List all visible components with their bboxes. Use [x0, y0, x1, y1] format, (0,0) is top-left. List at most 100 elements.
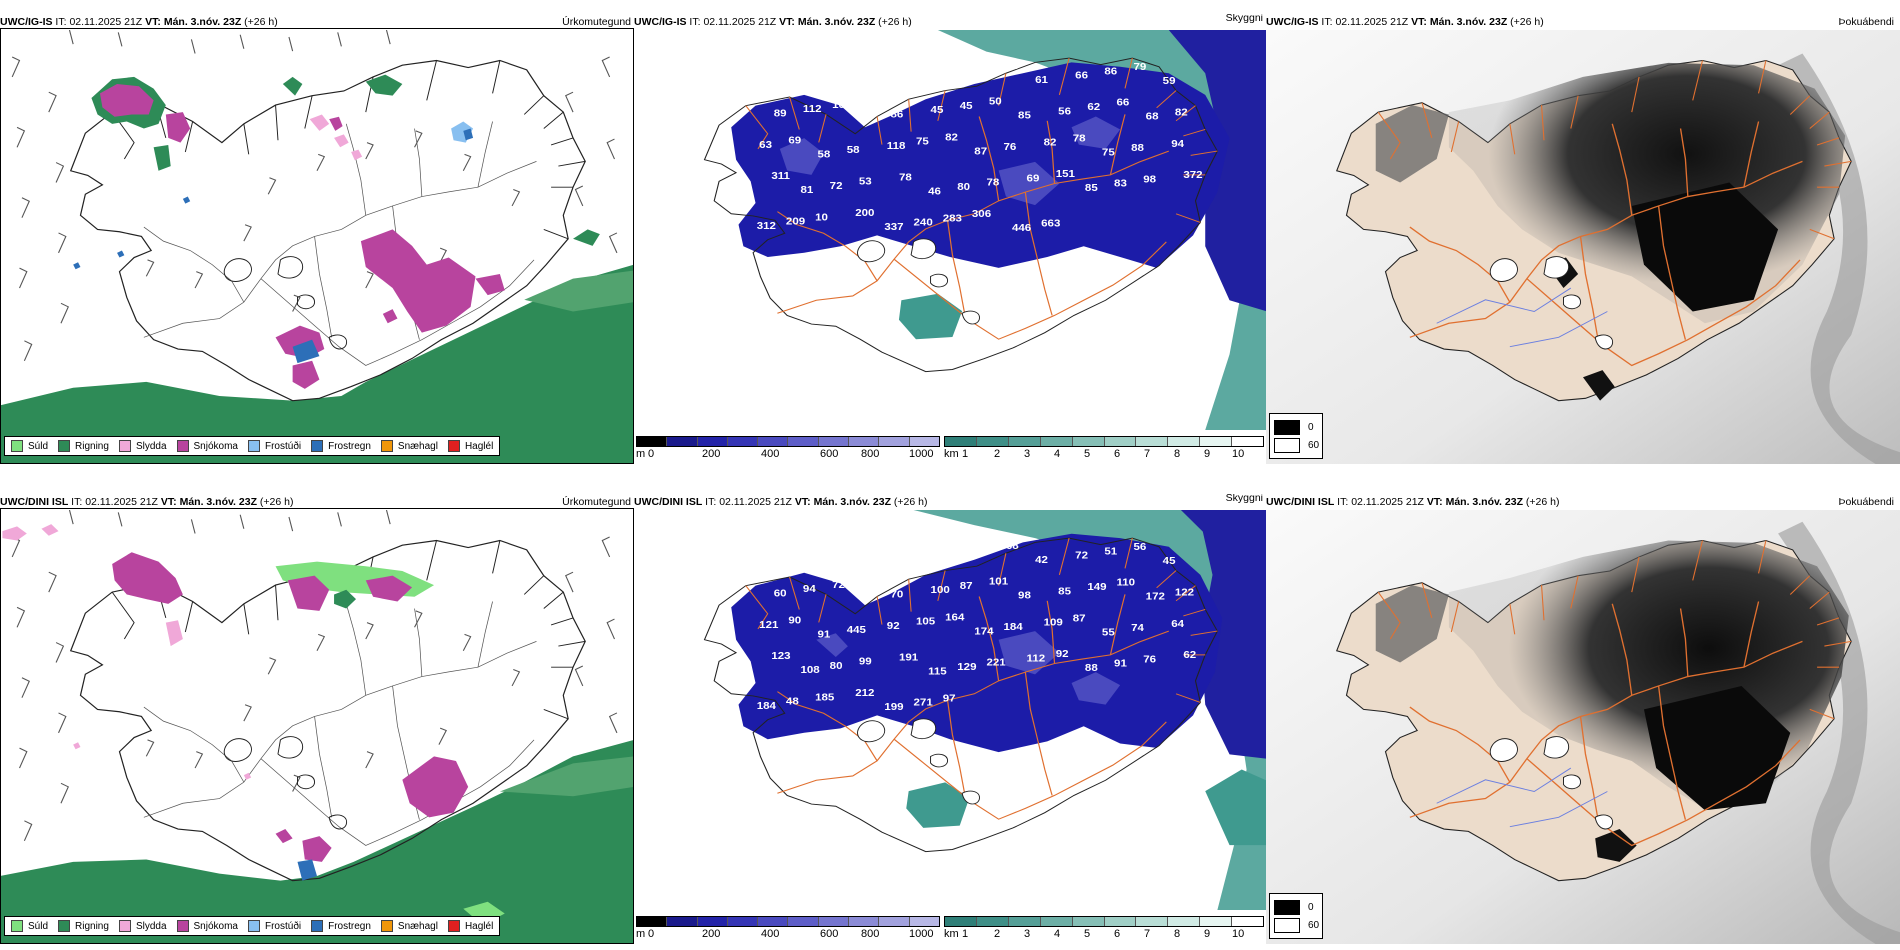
fog-map[interactable] [1266, 510, 1900, 944]
colorbar-swatch [879, 917, 910, 926]
legend-item-freezing-rain: Frostregn [311, 920, 371, 932]
visibility-value: 112 [803, 104, 822, 115]
visibility-value: 445 [847, 625, 866, 636]
colorbar-tick: 800 [861, 448, 880, 460]
visibility-value: 149 [1087, 582, 1106, 593]
visibility-value: 69 [751, 58, 764, 69]
visibility-value: 42 [1035, 555, 1048, 566]
visibility-value: 76 [1143, 654, 1156, 665]
panel-type-label: Úrkomutegund [562, 16, 631, 28]
precip-map[interactable] [0, 510, 634, 944]
visibility-value: 89 [774, 108, 787, 119]
visibility-value: 85 [1058, 586, 1071, 597]
colorbar-tick: 2 [994, 448, 1001, 460]
visibility-value: 45 [931, 105, 944, 116]
visibility-value: 68 [1146, 111, 1159, 122]
visibility-value: 88 [1085, 663, 1098, 674]
visibility-value: 98 [1143, 174, 1156, 185]
visibility-value: 78 [1073, 133, 1086, 144]
panel-header: UWC/IG-IS IT: 02.11.2025 21Z VT: Mán. 3.… [634, 14, 912, 30]
visibility-value: 10 [815, 212, 828, 223]
visibility-value: 337 [884, 222, 903, 233]
visibility-value: 95 [791, 552, 804, 563]
it-value: 02.11.2025 21Z [85, 496, 158, 508]
visibility-value: 86 [1104, 66, 1117, 77]
visibility-value: 58 [847, 145, 860, 156]
visibility-value: 209 [786, 216, 805, 227]
colorbar-ceiling-m: m 0 200 400 600 800 1000 [636, 436, 940, 462]
visibility-value: 105 [916, 616, 935, 627]
colorbar-visibility-km: km 1 2 3 4 5 6 7 8 9 10 [944, 436, 1264, 462]
visibility-map[interactable]: 85 95 55 60 51 57 45 51 68 42 72 51 56 45 60 94 72 261 70 1… [634, 510, 1266, 910]
colorbar-unit: km [944, 448, 959, 460]
visibility-value: 82 [945, 132, 958, 143]
visibility-value: 101 [989, 576, 1008, 587]
legend-swatch [176, 920, 189, 932]
colorbar-unit: km [944, 928, 959, 940]
visibility-value: 85 [1085, 183, 1098, 194]
visibility-value: 312 [757, 220, 776, 231]
colorbar-tick: 200 [702, 448, 721, 460]
legend-label: Frostregn [328, 440, 371, 452]
colorbar-swatches [944, 916, 1264, 927]
colorbar-tick: 1 [962, 928, 969, 940]
colorbar-swatch [788, 437, 819, 446]
visibility-value: 191 [899, 652, 918, 663]
colorbar-swatch [637, 437, 668, 446]
visibility-value: 164 [945, 612, 964, 623]
legend-item-drizzle: Súld [11, 440, 48, 452]
visibility-value: 86 [890, 109, 903, 120]
lead-time: (+26 h) [1510, 16, 1544, 28]
visibility-value: 45 [948, 549, 961, 560]
colorbar-swatch [637, 917, 668, 926]
precip-map[interactable] [0, 30, 634, 464]
colorbar-swatch [758, 917, 789, 926]
visibility-value: 122 [1175, 587, 1194, 598]
visibility-value: 174 [974, 626, 993, 637]
colorbar-swatch [727, 917, 759, 926]
fog-panel-dini: UWC/DINI ISL IT: 02.11.2025 21Z VT: Mán.… [1266, 494, 1900, 944]
fog-map[interactable] [1266, 30, 1900, 464]
colorbar-swatch [1008, 437, 1041, 446]
legend-item-sleet: Slydda [118, 920, 167, 932]
visibility-value: 53 [859, 176, 872, 187]
visibility-value: 99 [859, 656, 872, 667]
visibility-value: 51 [977, 545, 990, 556]
colorbar-swatch [1232, 917, 1264, 926]
colorbar-tick: 8 [1174, 928, 1181, 940]
colorbar-swatch [1104, 437, 1137, 446]
legend-swatch [247, 920, 260, 932]
colorbar-swatch [1072, 917, 1105, 926]
precip-type-legend: Súld Rigning Slydda Snjókoma Frostúði Fr… [4, 436, 501, 456]
visibility-value: 88 [1131, 143, 1144, 154]
colorbar-tick: 3 [1024, 448, 1031, 460]
fog-legend-row: 60 [1274, 438, 1319, 453]
visibility-value: 663 [1041, 218, 1060, 229]
visibility-value: 271 [914, 697, 933, 708]
colorbar-swatches [944, 436, 1264, 447]
visibility-value: 75 [1102, 147, 1115, 158]
visibility-value: 72 [1075, 550, 1088, 561]
visibility-value: 109 [1044, 617, 1063, 628]
visibility-value: 129 [957, 662, 976, 673]
fog-legend-row: 0 [1274, 900, 1314, 915]
colorbar-tick: 10 [1232, 448, 1245, 460]
visibility-map[interactable]: 69 144 78 56 47 61 72 41 53 61 66 86 79 59 89 112 107 107… [634, 30, 1266, 430]
visibility-value: 68 [1006, 540, 1019, 551]
visibility-value: 121 [759, 619, 778, 630]
visibility-value: 58 [818, 149, 831, 160]
visibility-value: 94 [1171, 138, 1184, 149]
visibility-value: 100 [931, 585, 950, 596]
legend-label: Slydda [135, 440, 167, 452]
colorbar-tick: 7 [1144, 448, 1151, 460]
legend-label: Snæhagl [397, 440, 438, 452]
visibility-value: 446 [1012, 223, 1031, 234]
colorbar-swatch [667, 437, 698, 446]
visibility-value: 221 [986, 657, 1005, 668]
model-label: UWC/IG-IS [0, 16, 53, 28]
visibility-value: 112 [1027, 653, 1046, 664]
colorbar-unit: m [636, 448, 646, 460]
panel-type-label: Úrkomutegund [562, 496, 631, 508]
visibility-value: 59 [1163, 76, 1176, 87]
legend-item-rain: Rigning [58, 440, 109, 452]
